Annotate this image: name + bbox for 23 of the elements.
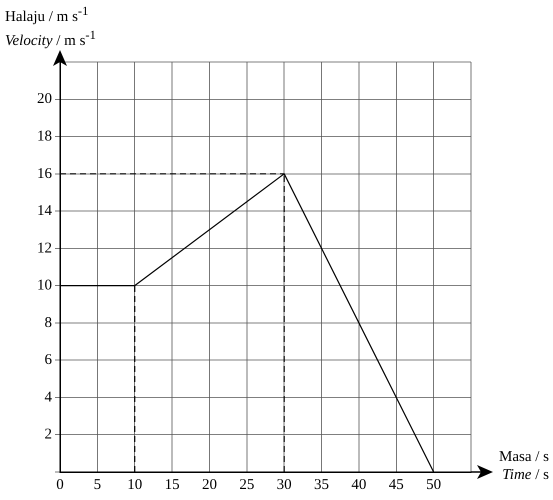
y-tick-label: 16	[37, 166, 52, 182]
y-tick-label: 20	[37, 91, 52, 108]
x-tick-label: 20	[202, 476, 217, 493]
x-tick-label: 25	[239, 476, 254, 493]
text: Halaju / m s$^{-1}$ Velocity / m s$^{-1}$	[5, 4, 96, 49]
x-tick-label: 45	[388, 476, 404, 493]
y-tick-label: 4	[44, 389, 52, 406]
x-tick-label: 50	[426, 476, 442, 493]
x-tick-label: 35	[314, 476, 330, 493]
y-tick-label: 14	[37, 203, 52, 220]
y-tick-label: 12	[37, 240, 52, 256]
x-tick-label: 30	[276, 476, 292, 493]
x-axis-title: Masa / s Time / s	[499, 448, 549, 483]
y-tick-label: 18	[37, 128, 52, 144]
x-tick-label: 5	[94, 476, 102, 493]
x-tick-label: 40	[351, 476, 366, 493]
x-tick-label: 10	[127, 476, 142, 493]
x-tick-label: 15	[164, 476, 180, 493]
y-tick-label: 6	[44, 352, 52, 368]
y-tick-label: 10	[37, 278, 52, 294]
y-tick-label: 8	[44, 314, 52, 331]
x-tick-label: 0	[56, 476, 64, 493]
y-tick-label: 2	[44, 426, 52, 443]
